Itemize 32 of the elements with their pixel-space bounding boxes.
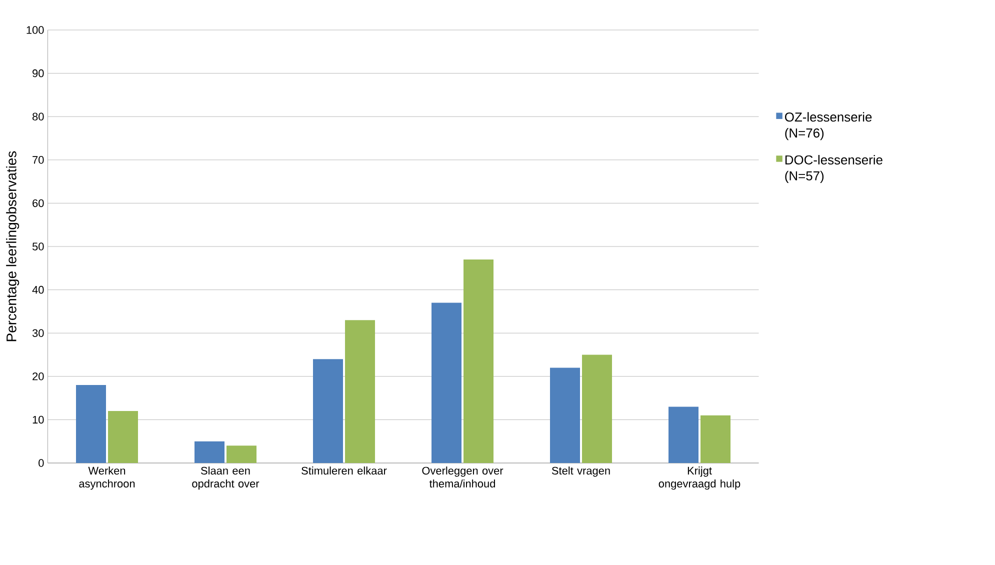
x-tick-label: Stimuleren elkaar — [302, 466, 387, 475]
bar — [76, 385, 106, 463]
x-tick-label: Overleggen over thema/inhoud — [422, 466, 504, 488]
x-tick-label: Krijgt ongevraagd hulp — [658, 466, 740, 490]
y-tick-label: 50 — [32, 242, 44, 250]
legend-label: OZ-lessenserie (N=76) — [785, 112, 872, 140]
y-tick-label: 60 — [32, 199, 44, 208]
y-tick-label: 20 — [32, 372, 44, 380]
bar — [432, 302, 462, 463]
bar — [194, 441, 224, 463]
bar — [313, 359, 344, 463]
bar — [226, 446, 256, 463]
bar — [345, 320, 376, 463]
bar — [700, 415, 731, 463]
y-tick-label: 80 — [32, 112, 44, 120]
y-tick-label: 40 — [32, 286, 44, 294]
y-axis-title: Percentage leerlingobservaties — [6, 151, 20, 342]
bar — [464, 259, 494, 463]
x-tick-label: Slaan een opdracht over — [192, 466, 260, 490]
y-tick-label: 70 — [32, 156, 44, 164]
bar — [582, 354, 612, 463]
bar — [668, 406, 699, 463]
legend-label: DOC-lessenserie (N=57) — [785, 154, 882, 183]
x-tick-label: Stelt vragen — [552, 466, 610, 477]
y-tick-label: 10 — [32, 416, 44, 424]
bar — [108, 411, 138, 463]
y-tick-label: 0 — [38, 459, 44, 467]
y-tick-label: 100 — [26, 26, 44, 34]
y-tick-label: 90 — [32, 69, 44, 78]
bar — [550, 368, 580, 463]
y-tick-label: 30 — [32, 329, 44, 337]
x-tick-label: Werken asynchroon — [79, 466, 135, 490]
